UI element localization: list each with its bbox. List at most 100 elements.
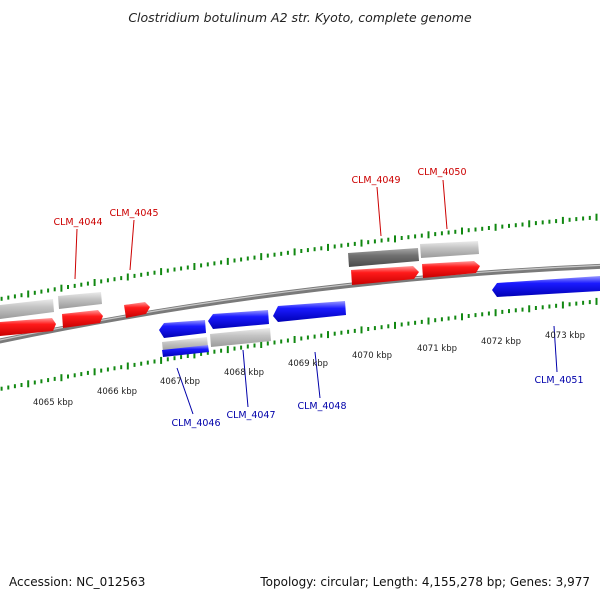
outer-major-tick bbox=[427, 231, 430, 239]
outer-minor-tick bbox=[73, 283, 76, 288]
outer-minor-tick bbox=[555, 219, 558, 224]
gene-arrow-clm-4050[interactable] bbox=[422, 261, 480, 278]
inner-minor-tick bbox=[313, 334, 316, 339]
label-clm-4048[interactable]: CLM_4048 bbox=[297, 401, 346, 412]
outer-minor-tick bbox=[246, 256, 249, 261]
outer-minor-tick bbox=[320, 246, 323, 251]
kbp-label-4065: 4065 kbp bbox=[33, 398, 73, 408]
outer-minor-tick bbox=[582, 216, 585, 221]
outer-minor-tick bbox=[588, 215, 591, 220]
outer-minor-tick bbox=[173, 267, 176, 272]
gene-arrow-clm-4051[interactable] bbox=[492, 276, 600, 297]
outer-minor-tick bbox=[206, 262, 209, 267]
accession-text: Accession: NC_012563 bbox=[9, 575, 145, 589]
gene-arrow-clm-4046[interactable] bbox=[159, 320, 206, 338]
feature-grey-2[interactable] bbox=[58, 292, 102, 309]
inner-minor-tick bbox=[347, 329, 350, 334]
inner-minor-tick bbox=[53, 376, 56, 381]
label-clm-4046[interactable]: CLM_4046 bbox=[171, 418, 220, 429]
inner-minor-tick bbox=[113, 366, 116, 371]
inner-major-tick bbox=[427, 317, 430, 325]
gene-arrow-clm-4046b[interactable] bbox=[162, 345, 209, 357]
map-title: Clostridium botulinum A2 str. Kyoto, com… bbox=[128, 10, 472, 25]
kbp-label-4073: 4073 kbp bbox=[545, 331, 585, 341]
outer-minor-tick bbox=[33, 290, 36, 295]
inner-minor-tick bbox=[180, 355, 183, 360]
gene-arrow-clm-4048[interactable] bbox=[273, 301, 346, 322]
gene-arrow-clm-4045[interactable] bbox=[124, 302, 150, 318]
outer-minor-tick bbox=[575, 217, 578, 222]
inner-tick-track bbox=[0, 297, 598, 391]
inner-minor-tick bbox=[7, 385, 10, 390]
kbp-label-4069: 4069 kbp bbox=[288, 359, 328, 369]
inner-minor-tick bbox=[246, 344, 249, 349]
inner-minor-tick bbox=[353, 328, 356, 333]
kbp-label-4072: 4072 kbp bbox=[481, 337, 521, 347]
outer-minor-tick bbox=[186, 265, 189, 270]
outer-minor-tick bbox=[340, 243, 343, 248]
feature-grey-clm-4050[interactable] bbox=[420, 241, 479, 258]
inner-major-tick bbox=[494, 309, 497, 317]
inner-minor-tick bbox=[153, 359, 156, 364]
inner-major-tick bbox=[394, 321, 396, 329]
label-clm-4051[interactable]: CLM_4051 bbox=[534, 375, 583, 386]
outer-major-tick bbox=[394, 235, 396, 243]
outer-minor-tick bbox=[113, 277, 116, 282]
outer-minor-tick bbox=[106, 278, 109, 283]
kbp-label-4066: 4066 kbp bbox=[97, 387, 137, 397]
label-clm-4049[interactable]: CLM_4049 bbox=[351, 175, 400, 186]
outer-minor-tick bbox=[447, 230, 450, 235]
inner-major-tick bbox=[561, 301, 564, 309]
outer-minor-tick bbox=[140, 272, 143, 277]
outer-major-tick bbox=[595, 213, 598, 221]
inner-major-tick bbox=[27, 380, 30, 388]
outer-minor-tick bbox=[407, 235, 410, 240]
inner-minor-tick bbox=[467, 314, 470, 318]
outer-major-tick bbox=[226, 257, 229, 265]
gene-arrow-clm-4047[interactable] bbox=[208, 310, 269, 329]
inner-minor-tick bbox=[454, 315, 457, 320]
inner-minor-tick bbox=[440, 317, 443, 322]
outer-major-tick bbox=[561, 216, 564, 224]
gene-arrow-clm-4049[interactable] bbox=[351, 266, 419, 285]
gene-arrow-fwd-1[interactable] bbox=[0, 318, 56, 336]
feature-dark-clm-4049[interactable] bbox=[348, 248, 419, 267]
kbp-label-4068: 4068 kbp bbox=[224, 368, 264, 378]
label-clm-4047[interactable]: CLM_4047 bbox=[226, 410, 275, 421]
outer-minor-tick bbox=[521, 222, 524, 227]
label-clm-4050[interactable]: CLM_4050 bbox=[417, 167, 466, 178]
inner-major-tick bbox=[595, 297, 598, 305]
outer-major-tick bbox=[528, 220, 531, 228]
outer-tick-track bbox=[0, 213, 598, 301]
inner-minor-tick bbox=[320, 333, 323, 338]
inner-minor-tick bbox=[548, 304, 551, 309]
outer-minor-tick bbox=[434, 232, 437, 237]
inner-minor-tick bbox=[20, 383, 23, 387]
label-clm-4045[interactable]: CLM_4045 bbox=[109, 208, 158, 219]
inner-minor-tick bbox=[434, 318, 437, 323]
inner-minor-tick bbox=[67, 374, 69, 379]
inner-minor-tick bbox=[501, 309, 504, 314]
label-leaders bbox=[74, 179, 558, 415]
gene-arrow-clm-4044[interactable] bbox=[62, 310, 103, 328]
inner-minor-tick bbox=[73, 373, 76, 378]
inner-major-tick bbox=[160, 356, 163, 364]
inner-minor-tick bbox=[106, 367, 109, 372]
inner-major-tick bbox=[293, 336, 296, 343]
feature-grey-clm-4047[interactable] bbox=[210, 328, 271, 347]
outer-minor-tick bbox=[347, 242, 350, 247]
outer-minor-tick bbox=[454, 229, 457, 234]
inner-minor-tick bbox=[166, 357, 169, 362]
feature-grey-1[interactable] bbox=[0, 299, 54, 319]
outer-minor-tick bbox=[7, 295, 10, 300]
inner-minor-tick bbox=[514, 308, 517, 313]
inner-minor-tick bbox=[213, 349, 216, 354]
outer-major-tick bbox=[126, 273, 129, 281]
topology-text: Topology: circular; Length: 4,155,278 bp… bbox=[259, 575, 590, 589]
label-clm-4044[interactable]: CLM_4044 bbox=[53, 217, 102, 228]
outer-minor-tick bbox=[180, 266, 183, 271]
inner-minor-tick bbox=[588, 300, 591, 305]
forward-features bbox=[0, 261, 480, 336]
inner-minor-tick bbox=[447, 316, 450, 321]
outer-minor-tick bbox=[508, 223, 510, 228]
